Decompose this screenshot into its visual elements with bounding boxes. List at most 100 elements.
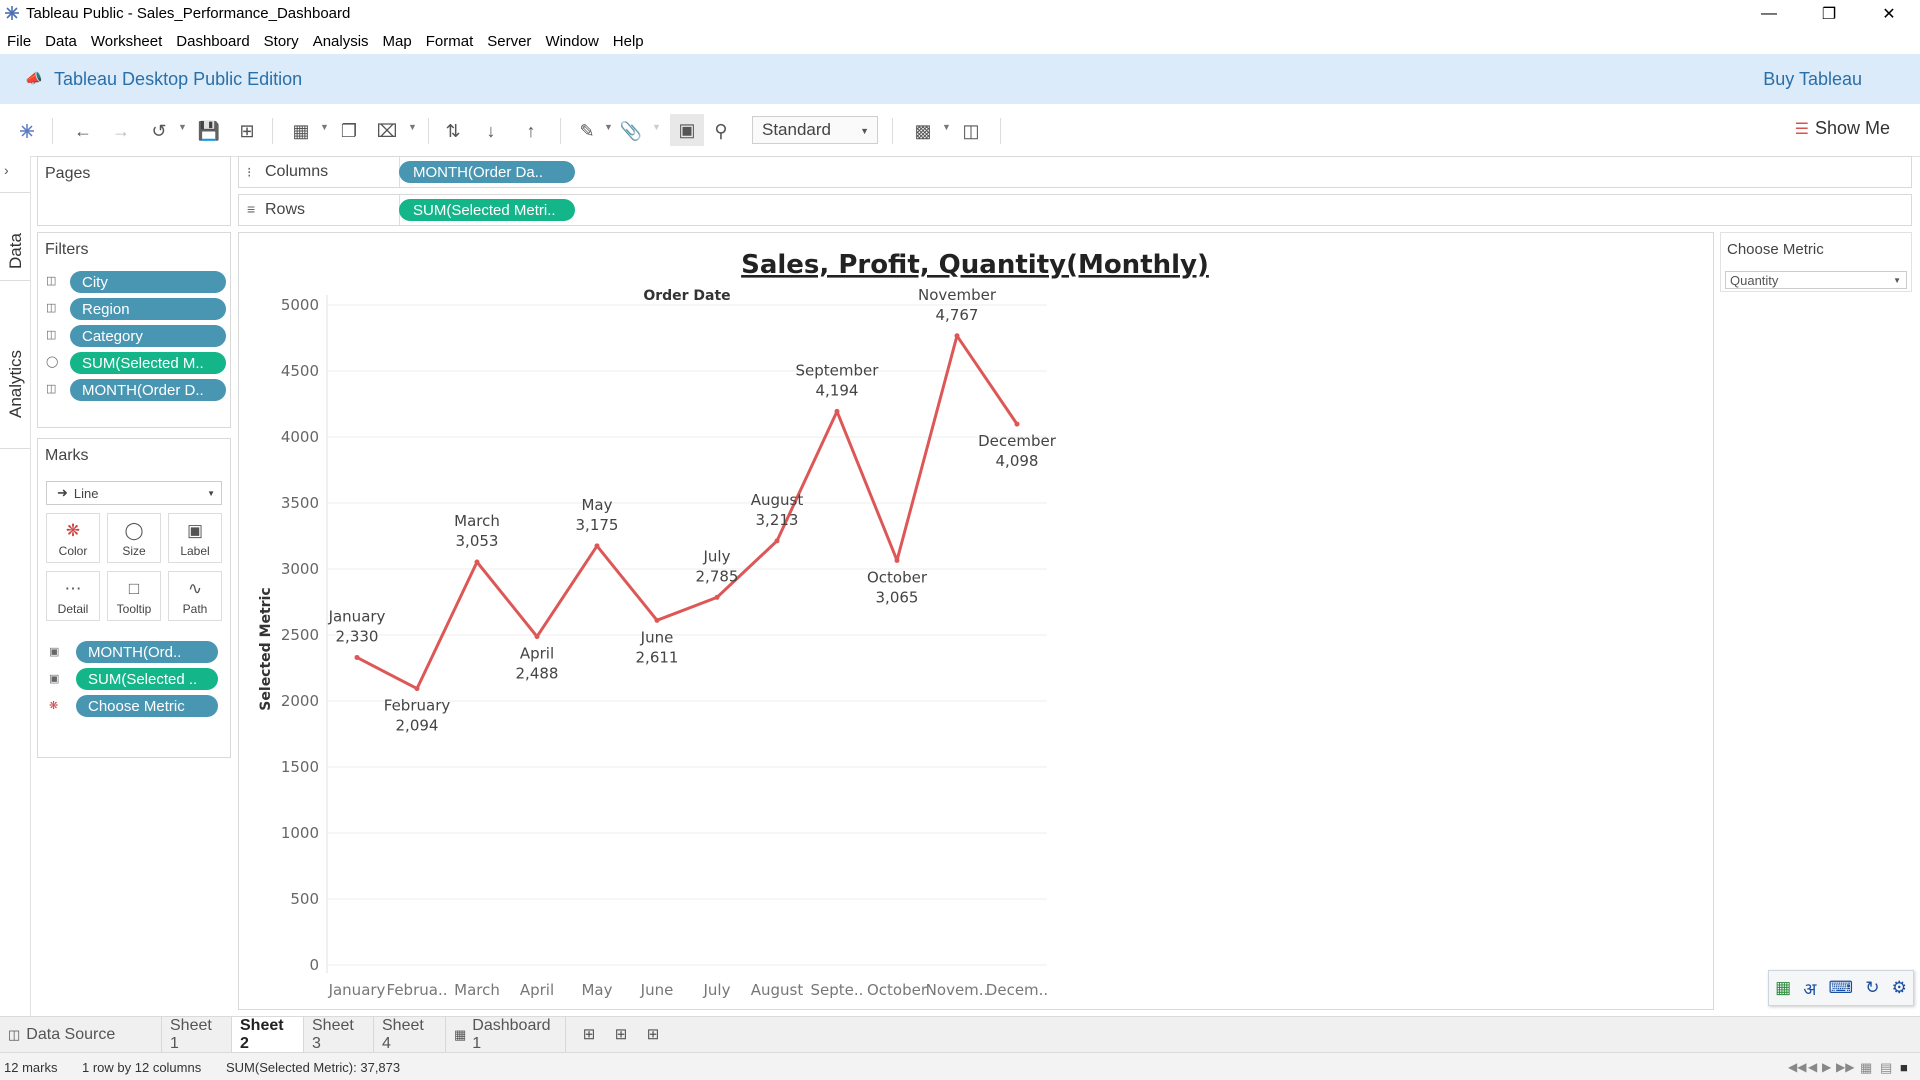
highlight-icon[interactable]: ✎: [579, 120, 595, 141]
menu-window[interactable]: Window: [545, 32, 599, 50]
y-tick-label: 3000: [281, 560, 319, 578]
rows-shelf[interactable]: ≡ Rows SUM(Selected Metri..: [238, 194, 1912, 226]
data-point: [654, 617, 660, 623]
duplicate-sheet-icon[interactable]: ❐: [340, 120, 358, 141]
x-tick-label: August: [751, 981, 804, 999]
fix-axes-icon[interactable]: ⚲: [714, 120, 728, 141]
show-cards-icon[interactable]: ▩: [914, 120, 932, 141]
new-data-source-icon[interactable]: ⊞: [239, 120, 255, 141]
show-mark-labels-icon[interactable]: ▣: [670, 114, 704, 146]
show-tabs-icon[interactable]: ■: [1900, 1060, 1908, 1075]
pages-shelf[interactable]: Pages: [37, 156, 231, 226]
color-card[interactable]: ❋ Color: [46, 513, 100, 563]
columns-icon: ⁝: [247, 164, 252, 180]
label-card[interactable]: ▣ Label: [168, 513, 222, 563]
tab-sheet-4[interactable]: Sheet 4: [374, 1017, 446, 1053]
label-field-icon: ▣: [49, 673, 60, 685]
value-label: 2,488: [516, 665, 559, 683]
replay-icon[interactable]: ↺: [151, 120, 167, 141]
tab-data-source[interactable]: ◫ Data Source: [0, 1017, 162, 1053]
chevron-down-icon[interactable]: ▼: [320, 122, 329, 132]
menu-analysis[interactable]: Analysis: [312, 32, 369, 50]
clear-sheet-icon[interactable]: ⌧: [376, 120, 398, 141]
menu-file[interactable]: File: [7, 32, 32, 50]
menu-story[interactable]: Story: [263, 32, 299, 50]
group-members-icon[interactable]: 📎: [619, 120, 643, 141]
chevron-down-icon[interactable]: ▼: [604, 122, 613, 132]
filter-pill-selected-metric[interactable]: SUM(Selected M..: [70, 352, 226, 374]
chevron-down-icon[interactable]: ▼: [178, 122, 187, 132]
chevron-down-icon[interactable]: ▼: [408, 122, 417, 132]
language-label: अ: [1803, 979, 1817, 999]
menu-format[interactable]: Format: [425, 32, 474, 50]
size-card[interactable]: ◯ Size: [107, 513, 161, 563]
menu-data[interactable]: Data: [45, 32, 77, 50]
filter-pill-month[interactable]: MONTH(Order D..: [70, 379, 226, 401]
presentation-mode-icon[interactable]: ◫: [962, 120, 980, 141]
show-sheet-sorter-icon[interactable]: ▦: [1860, 1060, 1873, 1075]
save-icon[interactable]: 💾: [197, 120, 221, 141]
menu-worksheet[interactable]: Worksheet: [90, 32, 163, 50]
detail-card[interactable]: ⋯ Detail: [46, 571, 100, 621]
menu-dashboard[interactable]: Dashboard: [176, 32, 250, 50]
marks-pill-selected-metric[interactable]: SUM(Selected ..: [76, 668, 218, 690]
show-filmstrip-icon[interactable]: ▤: [1880, 1060, 1893, 1075]
menu-help[interactable]: Help: [612, 32, 644, 50]
fit-dropdown[interactable]: Standard ▼: [752, 116, 878, 144]
marks-pill-month[interactable]: MONTH(Ord..: [76, 641, 218, 663]
swap-rows-columns-icon[interactable]: ⇅: [445, 120, 461, 141]
minimize-button[interactable]: —: [1761, 5, 1777, 22]
status-marks: 12 marks: [4, 1060, 58, 1075]
mark-type-dropdown[interactable]: ➜ Line ▼: [46, 481, 222, 505]
tab-sheet-1[interactable]: Sheet 1: [162, 1017, 232, 1053]
tab-dashboard-1[interactable]: ▦ Dashboard 1: [446, 1017, 566, 1053]
parameter-dropdown[interactable]: Quantity ▼: [1725, 271, 1907, 289]
filter-pill-category[interactable]: Category: [70, 325, 226, 347]
filters-title: Filters: [45, 241, 89, 258]
worksheet-view: Sales, Profit, Quantity(Monthly) Order Da…: [238, 232, 1714, 1010]
tableau-home-icon[interactable]: [14, 118, 40, 144]
first-sheet-icon[interactable]: ◀◀: [1788, 1060, 1807, 1074]
month-label: July: [703, 547, 731, 565]
restore-button[interactable]: ❐: [1821, 6, 1837, 23]
new-story-tab-icon[interactable]: ⊞: [646, 1026, 660, 1043]
menu-map[interactable]: Map: [382, 32, 412, 50]
filter-pill-city[interactable]: City: [70, 271, 226, 293]
y-tick-label: 4500: [281, 362, 319, 380]
menu-server[interactable]: Server: [487, 32, 532, 50]
tab-sheet-2[interactable]: Sheet 2: [232, 1017, 304, 1053]
new-worksheet-icon[interactable]: ▦: [292, 120, 310, 141]
path-card[interactable]: ∿ Path: [168, 571, 222, 621]
tooltip-card[interactable]: □ Tooltip: [107, 571, 161, 621]
chevron-down-icon[interactable]: ▼: [942, 122, 951, 132]
undo-icon[interactable]: ←: [74, 120, 92, 141]
columns-shelf[interactable]: ⁝ Columns MONTH(Order Da..: [238, 156, 1912, 188]
chevron-down-icon[interactable]: ▼: [652, 122, 661, 132]
filters-shelf: Filters ◫ City ◫ Region ◫ Category ◯ SUM…: [37, 232, 231, 428]
filter-pill-region[interactable]: Region: [70, 298, 226, 320]
close-button[interactable]: ✕: [1882, 6, 1896, 23]
menu-bar: File Data Worksheet Dashboard Story Anal…: [0, 28, 1920, 54]
tab-sheet-3[interactable]: Sheet 3: [304, 1017, 374, 1053]
new-dashboard-tab-icon[interactable]: ⊞: [614, 1026, 628, 1043]
sort-descending-icon[interactable]: ↑: [526, 120, 536, 141]
analytics-tab[interactable]: Analytics: [6, 349, 25, 418]
show-me-button[interactable]: ☰ Show Me: [1795, 118, 1890, 139]
divider: [0, 192, 30, 193]
marks-pill-choose-metric[interactable]: Choose Metric: [76, 695, 218, 717]
rows-pill-selected-metric[interactable]: SUM(Selected Metri..: [399, 199, 575, 221]
prev-sheet-icon[interactable]: ◀: [1808, 1060, 1818, 1074]
buy-tableau-link[interactable]: Buy Tableau: [1763, 69, 1862, 89]
redo-icon[interactable]: →: [112, 120, 130, 141]
language-bar[interactable]: ▦ अ ⌨ ↻ ⚙: [1768, 970, 1914, 1006]
chevron-down-icon: ▼: [207, 489, 215, 498]
last-sheet-icon[interactable]: ▶▶: [1836, 1060, 1855, 1074]
chevron-right-icon[interactable]: ›: [4, 162, 9, 178]
columns-pill-month[interactable]: MONTH(Order Da..: [399, 161, 575, 183]
next-sheet-icon[interactable]: ▶: [1822, 1060, 1832, 1074]
data-tab[interactable]: Data: [6, 233, 25, 269]
detail-label: Detail: [57, 602, 89, 616]
y-tick-label: 500: [290, 890, 319, 908]
sort-ascending-icon[interactable]: ↓: [486, 120, 496, 141]
new-worksheet-tab-icon[interactable]: ⊞: [582, 1026, 596, 1043]
